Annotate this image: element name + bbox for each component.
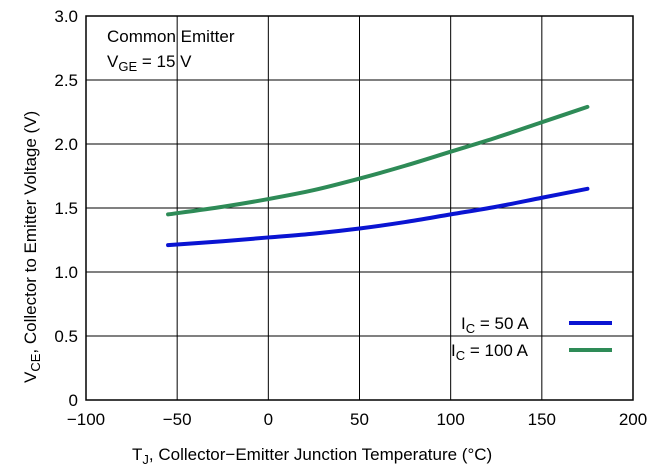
series-lines: [166, 104, 590, 248]
tick-labels: −100 −50 0 50 100 150 200 0 0.5 1.0 1.5 2.0 2.5 3.0: [54, 7, 647, 429]
y-tick-label: 0: [69, 391, 78, 410]
annotation: Common Emitter VGE = 15 V: [107, 27, 235, 74]
x-axis-title: TJ, Collector−Emitter Junction Temperatu…: [132, 445, 492, 467]
series-line-100a: [166, 104, 590, 217]
y-axis-title: VCE, Collector to Emitter Voltage (V): [21, 111, 43, 383]
y-tick-label: 2.0: [54, 135, 78, 154]
x-tick-label: 100: [436, 410, 464, 429]
y-tick-label: 0.5: [54, 327, 78, 346]
annotation-line2: VGE = 15 V: [107, 52, 192, 74]
annotation-line1: Common Emitter: [107, 27, 235, 46]
legend-label-50a: IC = 50 A: [461, 314, 529, 336]
legend: IC = 50 A IC = 100 A: [451, 314, 612, 363]
x-tick-label: −50: [163, 410, 192, 429]
x-tick-label: −100: [67, 410, 105, 429]
y-tick-label: 1.5: [54, 199, 78, 218]
grid: [86, 16, 633, 400]
y-tick-label: 2.5: [54, 71, 78, 90]
x-tick-label: 0: [264, 410, 273, 429]
y-tick-label: 1.0: [54, 263, 78, 282]
y-tick-label: 3.0: [54, 7, 78, 26]
legend-label-100a: IC = 100 A: [451, 341, 529, 363]
series-line-50a: [166, 186, 590, 248]
x-tick-label: 200: [619, 410, 647, 429]
x-tick-label: 150: [528, 410, 556, 429]
plot-frame: [85, 15, 634, 401]
x-tick-label: 50: [350, 410, 369, 429]
